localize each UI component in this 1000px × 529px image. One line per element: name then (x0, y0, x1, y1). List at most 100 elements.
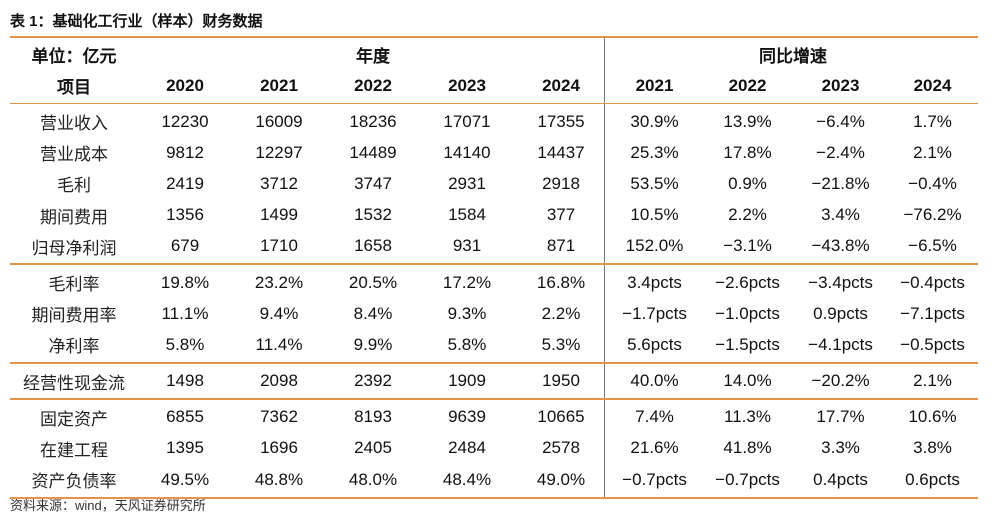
top-rule (10, 36, 978, 38)
value-cell: 1498 (166, 371, 204, 391)
growth-cell: −1.7pcts (622, 303, 687, 323)
growth-cell: 2.2% (728, 205, 767, 225)
value-cell: 17.2% (442, 272, 492, 292)
table-row: 期间费用率 11.1% 9.4% 8.4% 9.3% 2.2% −1.7pcts −1.0pc… (10, 298, 978, 329)
growth-cell: 0.9% (728, 173, 767, 193)
value-cell: 48.0% (348, 469, 398, 489)
growth-year-header: 2022 (728, 75, 767, 95)
header-row-years: 项目 2020 2021 2022 2023 2024 2021 2022 2023 2024 (10, 70, 978, 101)
value-cell: 8.4% (353, 303, 393, 323)
growth-cell: 10.5% (630, 205, 679, 225)
growth-cell: −4.1pcts (808, 334, 873, 354)
value-cell: 1950 (542, 371, 580, 391)
year-header: 2021 (260, 75, 298, 95)
value-cell: 12297 (255, 142, 303, 162)
value-cell: 7362 (260, 407, 298, 427)
growth-cell: 7.4% (635, 407, 674, 427)
financial-table: 单位：亿元 年度 同比增速 项目 2020 2021 2022 2023 2024 202… (10, 39, 978, 495)
value-cell: 679 (170, 236, 200, 256)
source-note: 资料来源：wind，天风证券研究所 (10, 498, 206, 513)
year-header: 2020 (166, 75, 204, 95)
growth-cell: 152.0% (625, 236, 684, 256)
table-row: 归母净利润 679 1710 1658 931 871 152.0% −3.1% −43.8% −… (10, 231, 978, 262)
growth-cell: 17.7% (816, 407, 865, 427)
value-cell: 2484 (448, 438, 486, 458)
growth-cell: −3.4pcts (808, 272, 873, 292)
value-cell: 49.5% (160, 469, 210, 489)
bottom-rule (10, 497, 978, 499)
growth-cell: −6.4% (816, 111, 865, 131)
row-label: 净利率 (48, 337, 100, 357)
table-row: 固定资产 6855 7362 8193 9639 10665 7.4% 11.3% 17.7% 1… (10, 402, 978, 433)
value-cell: 2405 (354, 438, 392, 458)
value-cell: 11.4% (255, 334, 303, 354)
value-cell: 9639 (448, 407, 486, 427)
growth-cell: 0.9pcts (813, 303, 868, 323)
growth-year-header: 2024 (913, 75, 952, 95)
value-cell: 48.4% (442, 469, 492, 489)
value-cell: 2.2% (541, 303, 581, 323)
growth-cell: 21.6% (630, 438, 679, 458)
value-cell: 2419 (166, 173, 204, 193)
table-row: 资产负债率 49.5% 48.8% 48.0% 48.4% 49.0% −0.7pcts −0… (10, 464, 978, 495)
table-row: 净利率 5.8% 11.4% 9.9% 5.8% 5.3% 5.6pcts −1.5pcts −… (10, 329, 978, 360)
value-cell: 871 (546, 236, 576, 256)
value-cell: 377 (546, 205, 576, 225)
value-cell: 5.8% (165, 334, 205, 354)
value-cell: 18236 (349, 111, 397, 131)
value-cell: 931 (452, 236, 482, 256)
table-row: 经营性现金流 1498 2098 2392 1909 1950 40.0% 14.0% −20.… (10, 366, 978, 397)
growth-cell: −0.7pcts (622, 469, 687, 489)
value-cell: 3747 (354, 173, 392, 193)
growth-cell: −76.2% (903, 205, 962, 225)
row-label: 营业成本 (40, 145, 108, 165)
growth-cell: −6.5% (908, 236, 957, 256)
value-cell: 1696 (260, 438, 298, 458)
group-rule (10, 263, 978, 265)
row-label: 在建工程 (40, 440, 108, 460)
growth-cell: 13.9% (723, 111, 772, 131)
row-label: 期间费用 (40, 207, 108, 227)
growth-cell: 40.0% (630, 371, 679, 391)
table-row: 毛利 2419 3712 3747 2931 2918 53.5% 0.9% −21.8% −0.… (10, 168, 978, 199)
growth-cell: 2.1% (913, 371, 952, 391)
value-cell: 5.8% (447, 334, 487, 354)
value-cell: 12230 (161, 111, 209, 131)
value-cell: 1584 (448, 205, 486, 225)
growth-cell: −7.1pcts (900, 303, 965, 323)
value-cell: 16009 (255, 111, 303, 131)
growth-cell: 3.4pcts (627, 272, 682, 292)
value-cell: 9.4% (259, 303, 299, 323)
growth-cell: −3.1% (723, 236, 772, 256)
unit-label: 单位：亿元 (31, 47, 117, 66)
row-label: 毛利率 (48, 275, 100, 295)
table-row: 营业成本 9812 12297 14489 14140 14437 25.3% 17.8% −2… (10, 137, 978, 168)
value-cell: 48.8% (254, 469, 304, 489)
growth-cell: 11.3% (724, 407, 771, 427)
value-cell: 23.2% (254, 272, 304, 292)
value-cell: 2918 (542, 173, 580, 193)
growth-cell: −0.7pcts (715, 469, 780, 489)
growth-cell: 1.7% (913, 111, 952, 131)
growth-cell: −2.6pcts (715, 272, 780, 292)
value-cell: 49.0% (536, 469, 586, 489)
value-cell: 1658 (354, 236, 392, 256)
table-title: 表 1：基础化工行业（样本）财务数据 (10, 13, 263, 30)
value-cell: 10665 (537, 407, 585, 427)
growth-cell: −1.0pcts (715, 303, 780, 323)
column-divider (604, 37, 605, 497)
year-header: 2022 (354, 75, 392, 95)
growth-cell: 0.6pcts (905, 469, 960, 489)
value-cell: 19.8% (160, 272, 210, 292)
value-cell: 3712 (260, 173, 298, 193)
group-rule (10, 398, 978, 400)
growth-cell: 3.3% (821, 438, 860, 458)
growth-cell: 53.5% (630, 173, 679, 193)
row-label: 资产负债率 (31, 472, 117, 492)
growth-cell: 0.4pcts (813, 469, 868, 489)
value-cell: 11.1% (161, 303, 209, 323)
value-cell: 1532 (354, 205, 392, 225)
table-row: 期间费用 1356 1499 1532 1584 377 10.5% 2.2% 3.4% −76.… (10, 200, 978, 231)
value-cell: 1499 (260, 205, 298, 225)
value-cell: 2578 (542, 438, 580, 458)
